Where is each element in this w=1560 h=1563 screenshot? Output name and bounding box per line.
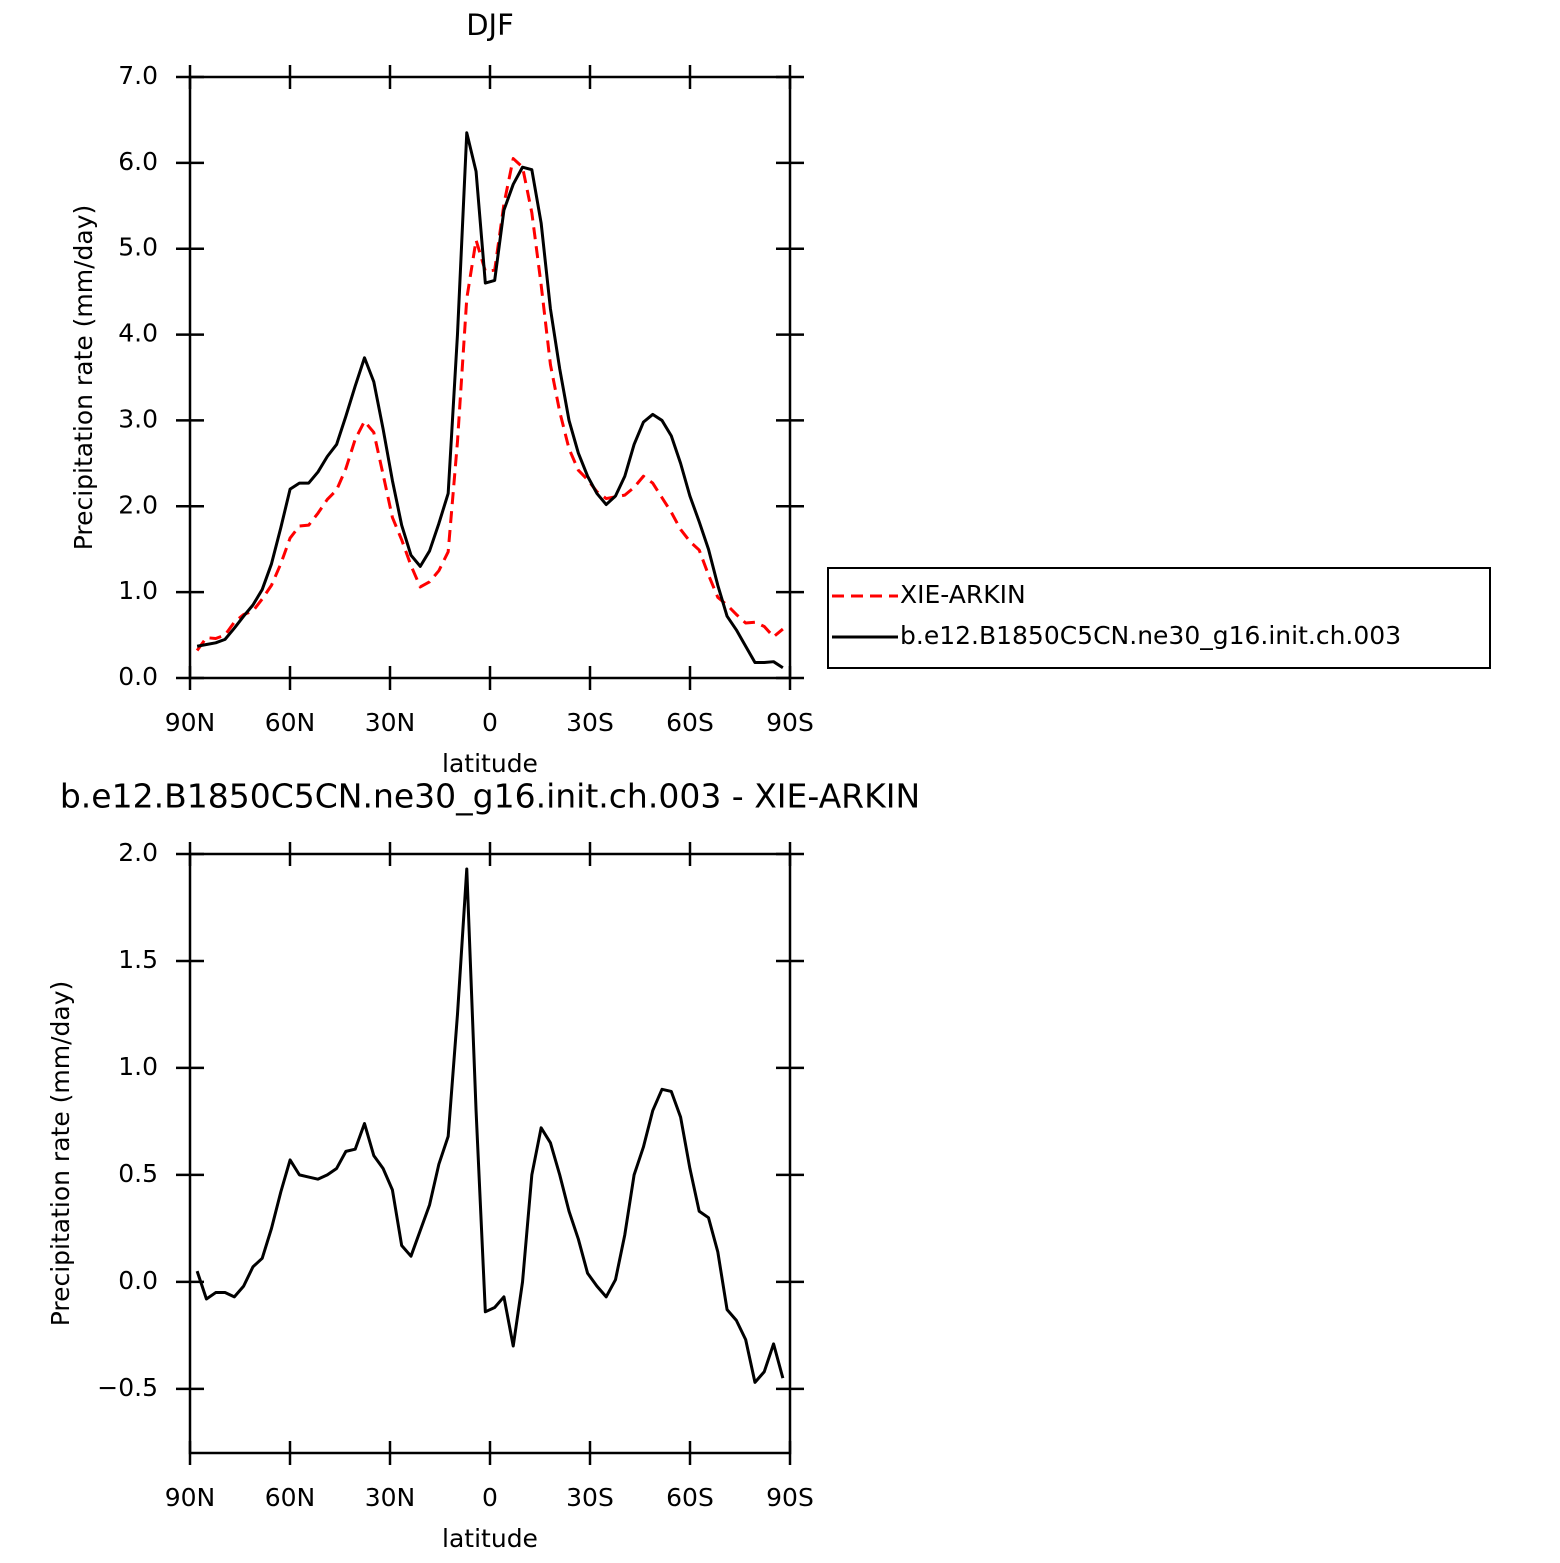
x-tick-label: 60N	[265, 708, 316, 737]
y-axis-label: Precipitation rate (mm/day)	[46, 981, 75, 1327]
x-axis-label: latitude	[442, 749, 538, 778]
y-tick-label: 1.0	[118, 576, 158, 605]
y-tick-label: −0.5	[97, 1373, 158, 1402]
x-axis-label: latitude	[442, 1524, 538, 1553]
x-tick-label: 90N	[165, 1483, 216, 1512]
chart-title: b.e12.B1850C5CN.ne30_g16.init.ch.003 - X…	[60, 777, 920, 816]
y-tick-label: 2.0	[118, 838, 158, 867]
data-line	[195, 867, 785, 1384]
y-tick-label: 5.0	[118, 233, 158, 262]
y-tick-label: 1.0	[118, 1052, 158, 1081]
legend-box	[827, 567, 1491, 669]
y-tick-label: 7.0	[118, 61, 158, 90]
x-tick-label: 0	[482, 1483, 498, 1512]
chart-title: DJF	[466, 8, 514, 42]
x-tick-label: 30N	[365, 708, 416, 737]
x-tick-label: 90S	[766, 708, 814, 737]
x-tick-label: 60S	[666, 708, 714, 737]
x-tick-label: 60N	[265, 1483, 316, 1512]
x-tick-label: 90S	[766, 1483, 814, 1512]
y-tick-label: 4.0	[118, 319, 158, 348]
x-tick-label: 30S	[566, 1483, 614, 1512]
x-tick-label: 90N	[165, 708, 216, 737]
plot-frame	[188, 852, 792, 1455]
y-tick-label: 6.0	[118, 147, 158, 176]
x-tick-label: 30N	[365, 1483, 416, 1512]
y-tick-label: 0.5	[118, 1159, 158, 1188]
y-tick-label: 2.0	[118, 490, 158, 519]
x-tick-label: 60S	[666, 1483, 714, 1512]
y-tick-label: 0.0	[118, 1266, 158, 1295]
legend-label: b.e12.B1850C5CN.ne30_g16.init.ch.003	[900, 621, 1401, 650]
legend-label: XIE-ARKIN	[900, 580, 1026, 609]
y-axis-label: Precipitation rate (mm/day)	[69, 205, 98, 551]
x-tick-label: 0	[482, 708, 498, 737]
plot-frame	[188, 75, 792, 680]
y-tick-label: 0.0	[118, 662, 158, 691]
x-tick-label: 30S	[566, 708, 614, 737]
data-line	[195, 157, 784, 652]
data-line	[196, 131, 784, 669]
y-tick-label: 3.0	[118, 404, 158, 433]
y-tick-label: 1.5	[118, 945, 158, 974]
